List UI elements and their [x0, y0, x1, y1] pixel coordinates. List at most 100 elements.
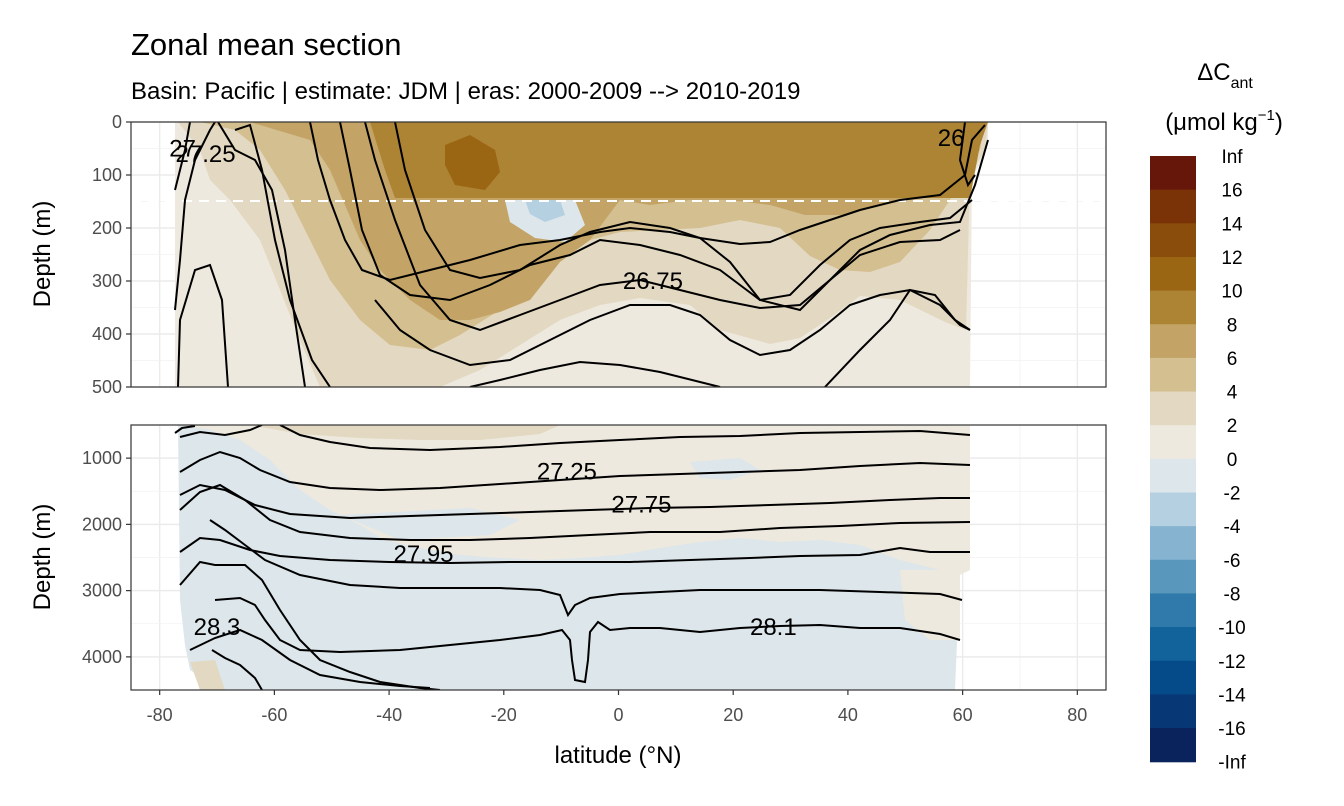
isopycnal-line	[364, 122, 961, 332]
y-tick-label: 100	[92, 165, 122, 185]
legend-label: -6	[1224, 551, 1241, 572]
lower-panel: 27.25 27.75 27.95 28.3 28.1 1000 2000 3000 4000	[82, 424, 1107, 691]
legend-label: -4	[1224, 517, 1241, 538]
x-tick-label: -60	[261, 705, 287, 725]
legend-key	[1150, 593, 1196, 628]
legend-label: 10	[1221, 282, 1242, 303]
isopycnal-line	[209, 519, 963, 618]
contour-label: 27.25	[537, 458, 597, 485]
legend-label: 4	[1227, 383, 1238, 404]
lower-isopycnals-mid	[179, 483, 970, 689]
y-axis-title-upper: Depth (m)	[29, 201, 56, 308]
color-legend: ΔCant (μmol kg−1) Inf 16 14 12 10 8 6 4 2 0 -2 -4 -6…	[1150, 59, 1283, 774]
isopycnal-line	[234, 123, 331, 387]
upper-y-axis: 0 100 200 300 400 500	[92, 112, 131, 397]
lower-panel-field: 27.25 27.75 27.95 28.3 28.1	[174, 425, 971, 690]
x-tick-label: 80	[1067, 705, 1087, 725]
legend-key	[1150, 458, 1196, 494]
legend-key	[1150, 156, 1196, 191]
isopycnal-line	[211, 649, 263, 690]
isopycnal-line	[339, 122, 989, 312]
contour-label: 28.3	[194, 614, 241, 641]
y-tick-label: 3000	[82, 581, 122, 601]
lower-field-blue-patch	[690, 458, 760, 480]
chart-subtitle: Basin: Pacific | estimate: JDM | eras: 2…	[131, 78, 800, 105]
contour-label: 27	[169, 136, 196, 163]
isopycnal-line	[174, 122, 191, 191]
isopycnal-line	[179, 450, 971, 492]
contour-label: 27.75	[611, 492, 671, 519]
legend-label: -14	[1218, 685, 1246, 706]
upper-panel-border	[130, 121, 1107, 388]
isopycnal-line	[374, 288, 971, 367]
legend-key	[1150, 492, 1196, 527]
legend-title-main: ΔC	[1197, 59, 1230, 86]
legend-label: 8	[1227, 315, 1238, 336]
isopycnal-line	[189, 628, 431, 689]
legend-key	[1150, 627, 1196, 662]
isopycnal-line	[824, 288, 971, 387]
isopycnal-line	[174, 425, 196, 434]
contour-label: 26.75	[623, 268, 683, 295]
y-axis-title-lower: Depth (m)	[29, 504, 56, 611]
upper-field-negative-core	[525, 200, 565, 222]
x-tick-label: 0	[613, 705, 623, 725]
legend-label: 6	[1227, 349, 1238, 370]
legend-key	[1150, 526, 1196, 561]
legend-label: -8	[1224, 584, 1241, 605]
y-tick-label: 500	[92, 377, 122, 397]
legend-label: 14	[1221, 214, 1243, 235]
legend-key	[1150, 357, 1196, 393]
isopycnal-line	[179, 483, 970, 520]
x-tick-label: 20	[723, 705, 743, 725]
isopycnal-line	[214, 596, 961, 684]
lower-field-warm-patch	[900, 570, 960, 640]
y-tick-label: 300	[92, 271, 122, 291]
legend-title: ΔCant	[1197, 59, 1253, 92]
legend-key	[1150, 728, 1196, 763]
x-tick-label: -20	[491, 705, 517, 725]
legend-label: -Inf	[1218, 753, 1246, 774]
x-tick-label: -40	[376, 705, 402, 725]
legend-key	[1150, 223, 1196, 258]
legend-unit-close: )	[1275, 109, 1283, 136]
legend-title-sub: ant	[1231, 75, 1254, 92]
lower-y-axis: 1000 2000 3000 4000	[82, 448, 131, 667]
x-axis: -80 -60 -40 -20 0 20 40 60 80	[147, 690, 1087, 725]
upper-field-8to10	[370, 122, 988, 198]
legend-key	[1150, 694, 1196, 729]
isopycnal-line	[469, 360, 721, 387]
isopycnal-line	[279, 425, 971, 452]
y-tick-label: 4000	[82, 647, 122, 667]
legend-key	[1150, 391, 1196, 426]
isopycnal-line	[177, 263, 229, 387]
x-tick-label: 60	[953, 705, 973, 725]
isopycnal-line	[179, 425, 263, 438]
upper-isopycnals	[174, 122, 989, 387]
contour-label: 26	[938, 125, 965, 152]
y-tick-label: 1000	[82, 448, 122, 468]
legend-key	[1150, 189, 1196, 224]
legend-key	[1150, 559, 1196, 595]
isopycnal-line	[309, 122, 986, 282]
x-tick-label: 40	[838, 705, 858, 725]
y-tick-label: 2000	[82, 514, 122, 534]
contour-label: 27.95	[393, 541, 453, 568]
legend-key	[1150, 660, 1196, 695]
legend-key	[1150, 256, 1196, 292]
isopycnal-line	[174, 122, 216, 311]
y-tick-label: 400	[92, 324, 122, 344]
contour-label: 27.25	[176, 141, 236, 168]
legend-label: -16	[1218, 719, 1245, 740]
lower-field-warm-patch	[250, 425, 560, 440]
chart-title: Zonal mean section	[131, 27, 402, 62]
isopycnal-line	[179, 536, 970, 565]
upper-field-10to12	[445, 135, 500, 190]
legend-keys: Inf 16 14 12 10 8 6 4 2 0 -2 -4 -6 -8 -10 -12 -14 -16 -Inf	[1150, 147, 1246, 774]
lower-field-warm-patch	[190, 660, 225, 690]
legend-label: -12	[1218, 652, 1245, 673]
legend-label: -2	[1224, 484, 1241, 505]
